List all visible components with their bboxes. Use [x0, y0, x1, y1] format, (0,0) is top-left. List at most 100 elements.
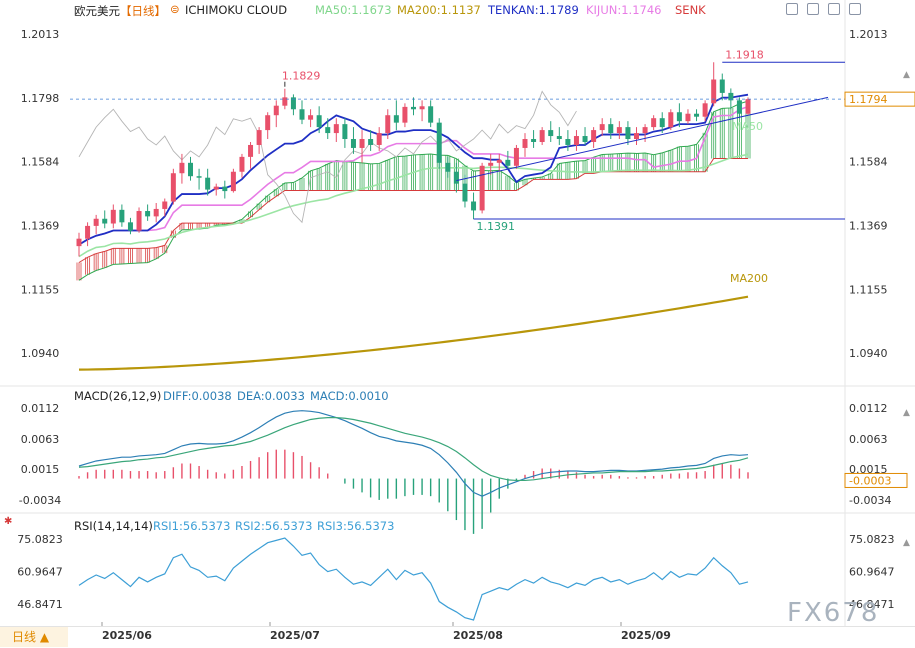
candle-body: [145, 211, 151, 217]
candle-body: [419, 106, 425, 110]
candle-body: [136, 211, 142, 231]
macd-tick-right-3: -0.0034: [849, 494, 891, 507]
rsi-tick-right-2: 46.8471: [849, 598, 895, 611]
macd-tick-left-0: 0.0112: [21, 402, 60, 415]
macd-last-label: -0.0003: [849, 474, 891, 487]
candle-body: [256, 130, 262, 145]
candle-body: [248, 144, 254, 157]
candle-body: [651, 118, 657, 128]
candle-body: [634, 133, 639, 140]
candle-body: [531, 139, 537, 142]
candle-body: [333, 124, 339, 134]
period-tag[interactable]: 【日线】: [120, 4, 166, 18]
candle-body: [719, 79, 725, 93]
rsi-line: [78, 537, 749, 621]
settings-icon[interactable]: ⊜: [170, 2, 180, 16]
price-tick-left-4: 1.1155: [21, 283, 60, 296]
candle-body: [453, 171, 459, 184]
candle-body: [411, 106, 416, 110]
candle-body: [170, 173, 176, 202]
rsi3-legend: RSI3:56.5373: [317, 519, 395, 533]
low-annotation: 1.1391: [477, 220, 516, 233]
candle-body: [359, 139, 365, 148]
watermark-logo: FX678: [787, 598, 880, 628]
candle-body: [736, 100, 742, 114]
candle-body: [393, 115, 399, 123]
macd-tick-left-1: 0.0063: [21, 433, 60, 446]
candle-body: [445, 162, 451, 172]
candle-body: [488, 162, 494, 166]
rsi-tick-right-1: 60.9647: [849, 566, 895, 579]
price-tick-left-1: 1.1798: [21, 92, 60, 105]
rsi-title: RSI(14,14,14): [74, 519, 153, 533]
ma50-line: [78, 153, 749, 258]
candle-body: [659, 118, 665, 128]
candle-body: [565, 139, 571, 145]
candle-body: [350, 139, 356, 148]
candle-body: [573, 136, 579, 145]
candle-body: [102, 218, 108, 224]
price-tick-left-2: 1.1584: [21, 156, 60, 169]
crosshair-icon[interactable]: [786, 3, 798, 15]
candle-body: [496, 159, 502, 163]
macd-tick-right-1: 0.0063: [849, 433, 888, 446]
date-label-sep: 2025/09: [621, 629, 671, 642]
macd-tick-left-3: -0.0034: [19, 494, 61, 507]
candle-body: [479, 165, 485, 211]
macd-last-badge: [844, 472, 908, 488]
time-axis-bar: 日线 ▲ 2025/06 2025/07 2025/08 2025/09: [0, 626, 915, 648]
rsi2-legend: RSI2:56.5373: [235, 519, 313, 533]
rsi-tick-left-1: 60.9647: [17, 566, 63, 579]
price-tick-right-4: 1.1155: [849, 283, 888, 296]
scroll-up-icon-3[interactable]: ▲: [903, 538, 910, 548]
date-label-jun: 2025/06: [102, 629, 152, 642]
kijun-line: [78, 105, 749, 246]
fullscreen-icon[interactable]: [849, 3, 861, 15]
candle-body: [522, 139, 528, 148]
candle-body: [385, 115, 391, 134]
zoom-out-icon[interactable]: [828, 3, 840, 15]
candle-body: [436, 122, 442, 163]
candle-body: [76, 238, 82, 247]
rsi1-legend: RSI1:56.5373: [153, 519, 231, 533]
date-label-aug: 2025/08: [453, 629, 503, 642]
candle-body: [616, 127, 622, 134]
ma200-annotation: MA200: [730, 272, 768, 285]
candle-body: [694, 113, 700, 117]
candle-body: [110, 209, 116, 224]
candle-body: [471, 201, 477, 211]
rsi-tick-left-0: 75.0823: [17, 533, 63, 546]
indicator-menu-icon[interactable]: ✱: [4, 516, 13, 527]
scroll-up-icon-2[interactable]: ▲: [903, 408, 910, 418]
price-tick-right-2: 1.1584: [849, 156, 888, 169]
candle-body: [290, 97, 296, 110]
candle-body: [505, 159, 511, 166]
last-price-label: 1.1794: [849, 93, 888, 106]
candle-body: [119, 209, 125, 223]
period-selector-button[interactable]: 日线 ▲: [0, 627, 68, 647]
candle-body: [239, 156, 245, 172]
price-tick-left-5: 1.0940: [21, 347, 60, 360]
candle-body: [93, 218, 99, 226]
indicator-name[interactable]: ICHIMOKU CLOUD: [185, 3, 288, 17]
rsi-tick-left-2: 46.8471: [17, 598, 63, 611]
candle-body: [428, 106, 434, 123]
candle-body: [582, 136, 588, 142]
zoom-in-icon[interactable]: [807, 3, 819, 15]
macd-tick-right-0: 0.0112: [849, 402, 888, 415]
price-tick-right-5: 1.0940: [849, 347, 888, 360]
price-tick-left-3: 1.1369: [21, 220, 60, 233]
kijun-legend: KIJUN:1.1746: [586, 3, 662, 17]
scroll-up-icon[interactable]: ▲: [903, 70, 910, 80]
candle-body: [213, 186, 219, 190]
candle-body: [625, 127, 631, 140]
candle-body: [230, 171, 236, 192]
macd-dea-line: [78, 417, 749, 482]
macd-diff-line: [78, 410, 749, 497]
tenkan-legend: TENKAN:1.1789: [488, 3, 579, 17]
high-annotation: 1.1829: [282, 70, 321, 83]
candle-body: [668, 112, 674, 128]
candle-body: [342, 124, 348, 140]
price-tick-right-0: 1.2013: [849, 28, 888, 41]
span-b-line: [78, 158, 748, 263]
